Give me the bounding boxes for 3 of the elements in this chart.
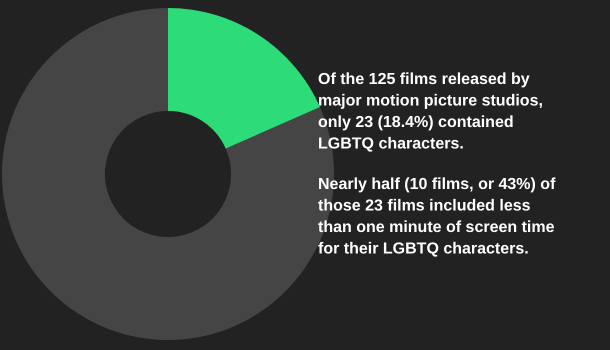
text: Of the 125 films released by major motion picture studios, only 23 (18.4%) contained LGBTQ characters. bbox=[318, 71, 543, 152]
donut-slice bbox=[168, 8, 320, 149]
text: Nearly half (10 films, or 43%) of those 23 films included less than one minute of screen time for their LGBTQ characters. bbox=[318, 176, 556, 258]
